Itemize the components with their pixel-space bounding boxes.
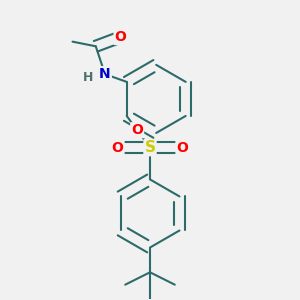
Text: O: O xyxy=(112,141,123,155)
Text: O: O xyxy=(115,30,126,44)
Text: S: S xyxy=(145,140,155,155)
Text: N: N xyxy=(99,67,111,81)
Text: O: O xyxy=(131,123,143,137)
Text: O: O xyxy=(177,141,188,155)
Text: H: H xyxy=(83,71,93,84)
